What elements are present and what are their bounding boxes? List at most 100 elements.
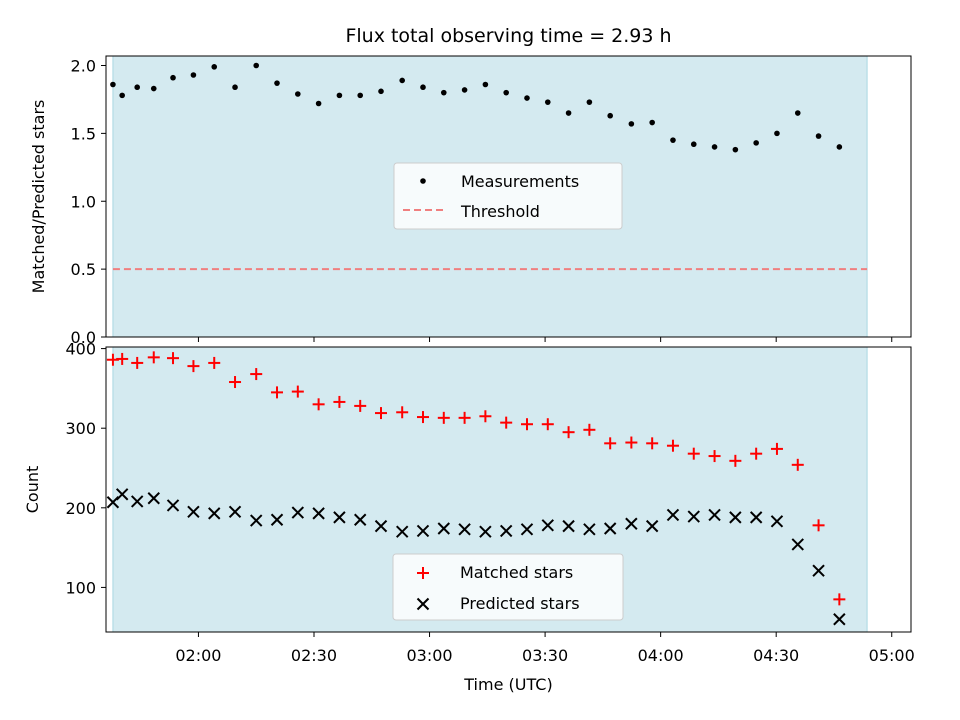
matched-star-point — [625, 436, 638, 449]
predicted-star-point — [708, 508, 721, 522]
predicted-star-point — [395, 525, 409, 538]
legend-matched-plus — [417, 567, 429, 579]
predicted-star-point — [479, 525, 492, 538]
ratio-legend: Measurements Threshold — [393, 162, 623, 230]
count-xtick-label: 04:30 — [753, 646, 799, 665]
predicted-star-point — [416, 524, 430, 538]
matched-star-point — [437, 411, 450, 424]
matched-star-point — [791, 458, 804, 471]
measurement-point — [110, 81, 116, 88]
predicted-star-point — [520, 523, 534, 536]
measurement-point — [357, 92, 364, 99]
matched-star-point — [131, 356, 144, 369]
predicted-star-point — [603, 522, 617, 535]
measurement-point — [774, 130, 780, 137]
matched-star-point — [458, 411, 471, 424]
measurement-point — [119, 92, 125, 99]
matched-star-point — [479, 410, 492, 423]
legend-predicted-marker — [416, 597, 430, 611]
legend-threshold-label: Threshold — [460, 202, 540, 221]
predicted-star-point — [166, 499, 180, 512]
predicted-star-point-b — [187, 505, 200, 518]
measurement-point — [295, 91, 301, 97]
predicted-star-point — [250, 514, 263, 527]
measurement-point — [711, 144, 718, 150]
matched-star-point — [604, 437, 617, 450]
ratio-panel: 0.00.51.01.52.0 Matched/Predicted stars … — [29, 55, 912, 347]
predicted-star-point — [130, 495, 144, 508]
predicted-star-point — [625, 517, 638, 530]
measurement-point — [753, 140, 759, 146]
matched-star-point — [271, 386, 284, 399]
predicted-star-point — [666, 508, 680, 522]
predicted-star-point — [437, 522, 450, 535]
predicted-star-point-b — [562, 519, 575, 533]
matched-star-point — [812, 519, 825, 532]
measurement-point — [482, 81, 489, 88]
matched-star-point — [229, 376, 242, 389]
matched-star-point — [500, 416, 513, 429]
matched-star-point — [541, 418, 554, 431]
legend-predicted-label: Predicted stars — [460, 594, 580, 613]
predicted-star-point-b — [708, 508, 721, 522]
predicted-star-point — [312, 507, 325, 520]
predicted-star-point — [333, 511, 346, 524]
predicted-star-point-b — [770, 515, 784, 528]
ratio-legend-box — [393, 162, 623, 230]
predicted-star-point — [749, 511, 763, 524]
matched-star-point — [208, 356, 221, 369]
predicted-star-point-b — [416, 524, 430, 538]
measurement-point — [607, 112, 613, 119]
predicted-star-point-b — [479, 525, 492, 538]
measurement-point — [150, 85, 157, 92]
predicted-star-point — [147, 492, 160, 505]
measurement-point — [253, 62, 260, 69]
measurement-point — [211, 64, 218, 70]
predicted-star-point-b — [115, 488, 129, 501]
predicted-star-point-b — [729, 511, 742, 524]
predicted-star-point-b — [208, 507, 221, 520]
matched-star-point — [416, 411, 429, 424]
measurement-point — [399, 77, 405, 84]
predicted-star-point — [115, 488, 129, 501]
predicted-star-point-b — [583, 523, 596, 536]
ratio-y-axis-label: Matched/Predicted stars — [29, 100, 48, 294]
measurement-point — [794, 110, 801, 116]
count-xtick-label: 03:00 — [406, 646, 452, 665]
predicted-star-point — [228, 505, 242, 518]
predicted-star-point-b — [374, 519, 388, 533]
predicted-star-point — [374, 519, 388, 533]
measurement-point — [134, 84, 140, 91]
measurement-point — [274, 80, 280, 86]
legend-predicted-x — [416, 597, 430, 611]
predicted-star-point-b — [791, 538, 804, 551]
measurement-point — [503, 89, 509, 96]
predicted-star-point-b — [395, 525, 409, 538]
matched-star-point — [291, 385, 304, 398]
measurement-point — [836, 144, 843, 150]
predicted-star-point-b — [270, 513, 284, 526]
predicted-star-point — [687, 510, 700, 523]
predicted-star-point — [458, 523, 471, 536]
predicted-star-point-b — [603, 522, 617, 535]
predicted-star-point-b — [812, 564, 825, 577]
predicted-star-point — [208, 507, 221, 520]
matched-star-point — [250, 368, 263, 381]
count-xtick-label: 05:00 — [869, 646, 915, 665]
predicted-star-point-b — [541, 519, 554, 532]
ratio-ytick-label: 0.0 — [71, 328, 96, 347]
measurement-point — [232, 84, 238, 91]
predicted-star-point-b — [354, 513, 367, 526]
matched-star-point — [729, 454, 742, 467]
measurement-point — [690, 141, 697, 148]
legend-matched-label: Matched stars — [460, 563, 573, 582]
count-y-axis-label: Count — [23, 466, 42, 514]
matched-star-point — [354, 399, 367, 412]
count-ytick-label: 300 — [65, 419, 96, 438]
count-axes-frame — [105, 346, 912, 633]
predicted-star-point-b — [228, 505, 242, 518]
predicted-star-point — [833, 613, 846, 626]
legend-matched-marker — [417, 567, 429, 579]
count-legend-box — [392, 553, 624, 621]
predicted-star-point — [270, 513, 284, 526]
